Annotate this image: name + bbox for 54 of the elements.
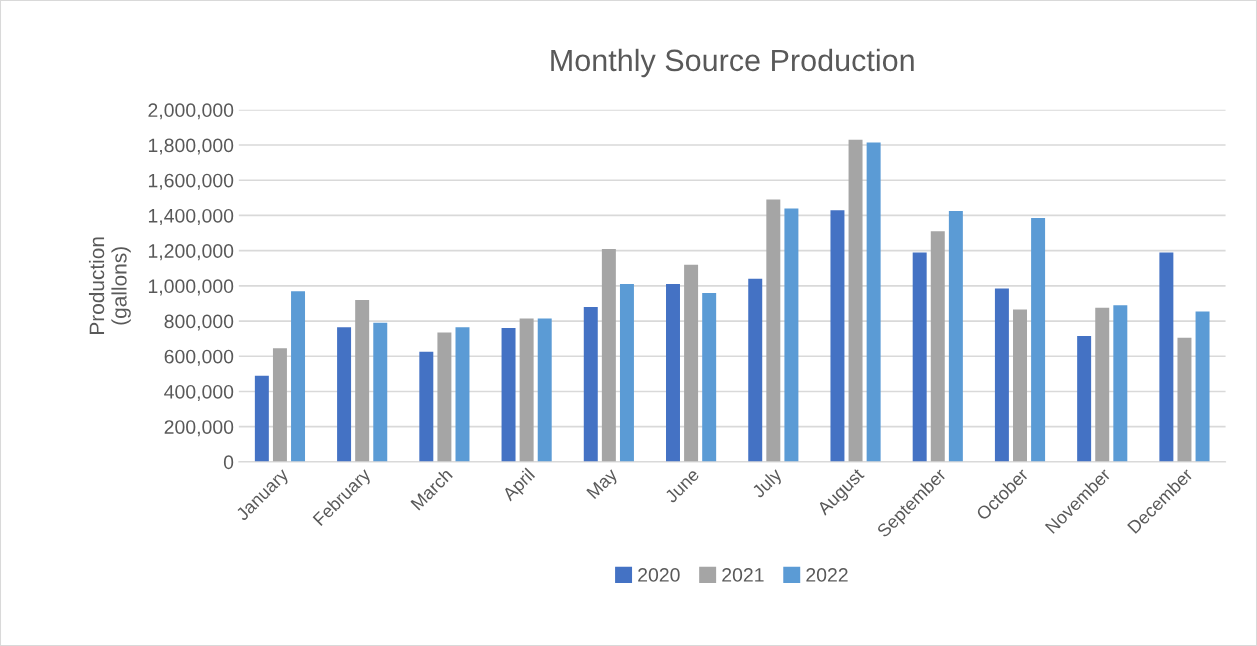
bar: [272, 348, 287, 462]
y-tick-label: 800,000: [164, 314, 234, 331]
bar: [455, 327, 470, 462]
bar: [337, 327, 352, 462]
y-tick-label: 2,000,000: [148, 103, 234, 120]
y-axis-title: Production (gallons): [88, 237, 131, 334]
y-tick-label: 1,800,000: [148, 138, 234, 155]
bar: [419, 351, 434, 462]
bar: [501, 328, 516, 462]
y-tick-label: 600,000: [164, 349, 234, 366]
legend-label: 2020: [638, 568, 680, 582]
y-tick-label: 1,200,000: [148, 244, 234, 261]
bar: [912, 252, 927, 462]
bar: [830, 210, 845, 462]
bar: [601, 248, 616, 462]
bar: [766, 199, 781, 462]
bar: [1013, 309, 1027, 462]
x-tick-label: May: [586, 467, 621, 502]
y-tick-label: 200,000: [164, 420, 234, 437]
bar: [1095, 307, 1110, 462]
bar: [254, 375, 269, 462]
bar: [519, 318, 534, 462]
bar: [1077, 336, 1092, 462]
bar: [1177, 337, 1192, 462]
bar: [355, 299, 370, 462]
legend-label: 2021: [722, 568, 764, 582]
bar: [1113, 305, 1128, 462]
bar: [948, 211, 963, 462]
bar: [537, 318, 552, 462]
x-tick-label: July: [750, 466, 786, 502]
legend-label: 2022: [806, 568, 848, 582]
bar: [784, 208, 799, 462]
bar: [666, 284, 680, 462]
bar: [1195, 311, 1210, 462]
bar: [437, 332, 452, 462]
y-tick-label: 1,600,000: [148, 173, 234, 190]
bar: [684, 264, 699, 462]
y-tick-label: 1,400,000: [148, 208, 234, 225]
y-tick-label: 400,000: [164, 384, 234, 402]
y-tick-label: 0: [223, 455, 234, 470]
bar: [1159, 252, 1174, 462]
chart-title: Monthly Source Production: [551, 48, 914, 78]
bar: [291, 291, 306, 462]
bar: [748, 278, 763, 462]
bar: [1031, 218, 1046, 462]
bar: [994, 288, 1009, 462]
bar: [373, 322, 388, 462]
bar: [930, 231, 945, 462]
bar: [848, 139, 863, 462]
y-tick-label: 1,000,000: [148, 279, 234, 296]
bar: [866, 142, 881, 462]
bar: [702, 292, 717, 462]
bar: [619, 284, 634, 462]
bar: [583, 306, 598, 462]
